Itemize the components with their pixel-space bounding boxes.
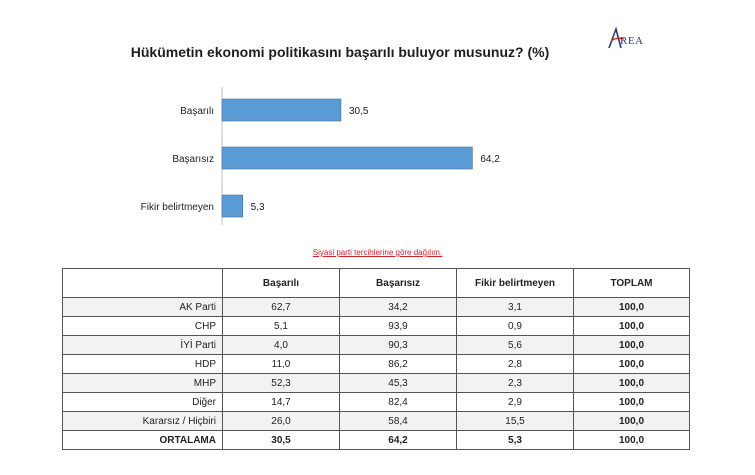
table-cell: 2,9 [456,392,574,412]
category-label: Başarılı [180,106,214,117]
table-cell: 52,3 [222,373,340,393]
table-cell: 86,2 [339,354,457,374]
table-row: İYİ Parti 4,0 90,3 5,6 100,0 [62,335,690,355]
table-cell: 0,9 [456,316,574,336]
table-cell: 15,5 [456,411,574,431]
table-cell: 5,6 [456,335,574,355]
row-label: Kararsız / Hiçbiri [62,411,223,431]
table-row: CHP 5,1 93,9 0,9 100,0 [62,316,690,336]
logo-mark-icon [608,26,625,49]
chart-title: Hükümetin ekonomi politikasını başarılı … [130,44,550,60]
row-label: İYİ Parti [62,335,223,355]
row-label: HDP [62,354,223,374]
total-cell: 100,0 [573,316,690,336]
table-cell: 82,4 [339,392,457,412]
table-cell: 5,1 [222,316,340,336]
table-row: AK Parti 62,7 34,2 3,1 100,0 [62,297,690,317]
category-label: Fikir belirtmeyen [141,202,214,213]
table-cell: 34,2 [339,297,457,317]
bar-value-label: 64,2 [480,154,500,165]
row-label: Diğer [62,392,223,412]
header-basarisiz: Başarısız [339,268,457,298]
table-cell: 93,9 [339,316,457,336]
total-cell: 100,0 [573,354,690,374]
table-body: AK Parti 62,7 34,2 3,1 100,0 CHP 5,1 93,9 0,9 100… [62,297,690,450]
table-cell: 11,0 [222,354,340,374]
table-cell: 5,3 [456,430,574,450]
table-cell: 3,1 [456,297,574,317]
row-label: ORTALAMA [62,430,223,450]
table-row: Kararsız / Hiçbiri 26,0 58,4 15,5 100,0 [62,411,690,431]
table-cell: 62,7 [222,297,340,317]
total-cell: 100,0 [573,335,690,355]
bar-value-label: 30,5 [349,106,369,117]
table-cell: 30,5 [222,430,340,450]
distribution-table: Başarılı Başarısız Fikir belirtmeyen TOP… [62,268,690,450]
header-basarili: Başarılı [222,268,340,298]
table-cell: 64,2 [339,430,457,450]
bar-value-label: 5,3 [251,202,265,213]
table-cell: 45,3 [339,373,457,393]
table-cell: 2,3 [456,373,574,393]
table-cell: 26,0 [222,411,340,431]
table-row: HDP 11,0 86,2 2,8 100,0 [62,354,690,374]
table-cell: 14,7 [222,392,340,412]
category-label: Başarısız [172,154,214,165]
table-subtitle: Siyasi parti tercihlerine göre dağılım. [312,248,443,257]
header-fikir-belirtmeyen: Fikir belirtmeyen [456,268,574,298]
table-cell: 2,8 [456,354,574,374]
total-cell: 100,0 [573,430,690,450]
header-blank [62,268,223,298]
average-row: ORTALAMA 30,5 64,2 5,3 100,0 [62,430,690,450]
logo-text: REA [620,35,644,47]
bar [221,98,342,122]
row-label: CHP [62,316,223,336]
header-toplam: TOPLAM [573,268,690,298]
table-cell: 90,3 [339,335,457,355]
bar [221,146,473,170]
row-label: AK Parti [62,297,223,317]
table-cell: 4,0 [222,335,340,355]
total-cell: 100,0 [573,411,690,431]
table-header-row: Başarılı Başarısız Fikir belirtmeyen TOP… [62,268,690,298]
table-row: MHP 52,3 45,3 2,3 100,0 [62,373,690,393]
bar-chart: Başarılı 30,5 Başarısız 64,2 Fikir belirtmey… [141,87,500,225]
row-label: MHP [62,373,223,393]
table-row: Diğer 14,7 82,4 2,9 100,0 [62,392,690,412]
bar [221,194,243,218]
table-cell: 58,4 [339,411,457,431]
area-logo: REA [606,26,666,52]
total-cell: 100,0 [573,373,690,393]
total-cell: 100,0 [573,392,690,412]
total-cell: 100,0 [573,297,690,317]
